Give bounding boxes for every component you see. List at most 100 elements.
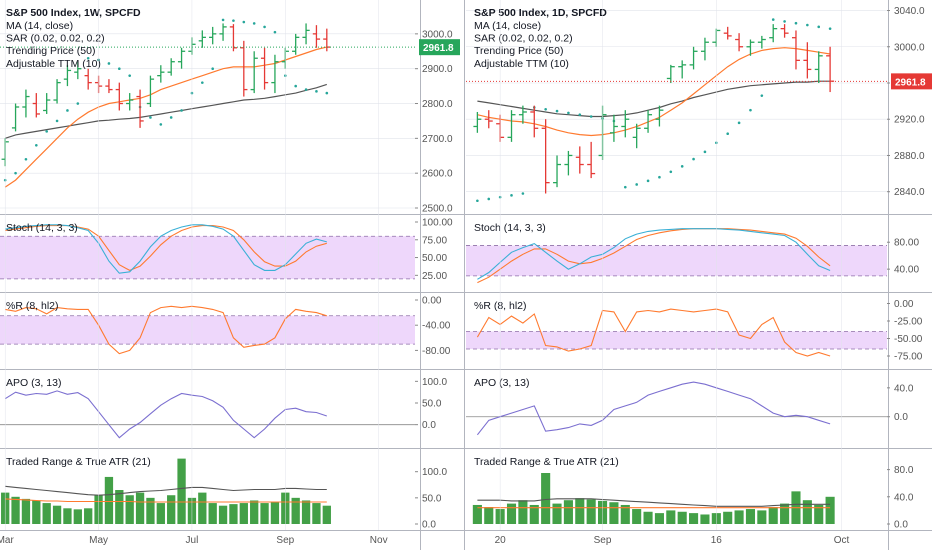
range-bar: [156, 503, 165, 524]
range-bar: [814, 504, 824, 524]
sar-dot: [252, 22, 256, 25]
range-bar: [115, 490, 124, 524]
sar-dot: [555, 109, 559, 113]
sar-dot: [76, 102, 80, 105]
range-bar: [125, 495, 134, 524]
sar-dot: [828, 27, 832, 30]
indicator-legend-item: MA (14, close): [6, 20, 73, 32]
weekly-chart: 3000.0 2900.0 2800.0 2700.0 2600.0 2500.0 2961…: [0, 0, 460, 546]
sar-dot: [211, 67, 214, 70]
last-price-badge-text: 2961.8: [423, 43, 454, 54]
sar-dot: [35, 144, 38, 147]
sar-dot: [680, 165, 684, 168]
last-price-badge: [891, 73, 932, 90]
sar-dot: [646, 179, 650, 183]
indicator-legend-item: SAR (0.02, 0.02, 0.2): [6, 33, 105, 45]
range-bar: [32, 500, 41, 524]
indicator-legend-item: MA (14, close): [474, 20, 541, 32]
wr-axis-tick-label: 0.00: [422, 296, 442, 307]
last-price-badge-text: 2961.8: [895, 77, 926, 88]
range-bar: [563, 500, 573, 524]
x-axis-label: Sep: [594, 535, 612, 546]
ma-line: [477, 47, 831, 137]
sar-dot: [635, 183, 638, 186]
x-axis-label: Nov: [370, 535, 388, 546]
price-axis-tick-label: 2840.0: [894, 187, 925, 198]
sar-dot: [294, 84, 297, 88]
sar-dot: [692, 157, 695, 161]
x-axis-label: Mar: [0, 535, 14, 546]
range-bar: [21, 498, 31, 524]
stoch-d-line: [5, 225, 327, 272]
sar-dot: [159, 123, 163, 126]
atr-axis-tick-label: 0.0: [894, 520, 908, 531]
range-bar: [135, 492, 145, 524]
range-bar: [768, 507, 778, 524]
range-bar: [52, 505, 62, 524]
price-axis-tick-label: 2880.0: [894, 151, 925, 162]
sar-dot: [304, 88, 308, 91]
sar-dot: [221, 18, 225, 22]
stoch-k-line: [477, 228, 831, 280]
range-bar: [312, 503, 321, 524]
x-axis-label: 20: [495, 535, 507, 546]
sar-dot: [737, 121, 741, 125]
stoch-axis-tick-label: 40.00: [894, 265, 919, 276]
sar-dot: [14, 171, 17, 175]
wr-axis-tick-label: -25.00: [894, 317, 923, 328]
atr-axis-tick-label: 80.0: [894, 465, 914, 476]
range-bar: [552, 503, 562, 524]
range-bar: [229, 504, 238, 524]
sar-dot: [806, 23, 809, 27]
sar-dot: [149, 116, 152, 119]
price-axis-tick-label: 2600.0: [422, 169, 453, 180]
stoch-band: [466, 245, 887, 276]
sar-dot: [107, 62, 111, 65]
x-axis-label: Sep: [276, 535, 294, 546]
indicator-legend-item: Adjustable TTM (10): [6, 58, 101, 70]
last-price-badge: [419, 39, 460, 56]
range-bar: [745, 509, 756, 524]
sar-dot: [521, 192, 525, 195]
range-bar: [586, 499, 596, 524]
stoch-axis-tick-label: 100.00: [422, 218, 453, 229]
price-axis-tick-label: 2900.0: [422, 64, 453, 75]
range-bar: [218, 505, 228, 524]
range-bar: [291, 497, 300, 524]
daily-chart: 3040.03000.02960.02920.02880.02840.02961…: [466, 0, 932, 546]
sar-dot: [242, 20, 246, 24]
stoch-axis-tick-label: 75.00: [422, 235, 447, 246]
wr-band: [466, 331, 887, 349]
apo-axis-tick-label: 50.0: [422, 399, 442, 410]
price-axis-tick-label: 2800.0: [422, 99, 453, 110]
price-axis-tick-label: 2500.0: [422, 204, 453, 215]
range-bar: [677, 511, 687, 524]
sar-dot: [180, 109, 183, 112]
atr-line: [477, 498, 831, 507]
range-bar: [472, 504, 482, 524]
atr-axis-tick-label: 100.0: [422, 467, 447, 478]
range-bar: [723, 511, 733, 524]
wr-axis-tick-label: -75.00: [894, 352, 923, 363]
range-bar: [270, 502, 280, 524]
range-bar: [250, 500, 259, 524]
sar-dot: [589, 115, 593, 118]
apo-line: [476, 381, 831, 436]
atr-label: Traded Range & True ATR (21): [6, 456, 151, 468]
sar-dot: [325, 91, 329, 95]
range-bar: [654, 513, 664, 524]
indicator-legend-item: Adjustable TTM (10): [474, 58, 569, 70]
sar-dot: [232, 19, 235, 22]
range-bar: [146, 497, 155, 524]
wr-band: [0, 315, 415, 345]
range-bar: [609, 502, 619, 524]
sar-dot: [86, 56, 90, 60]
range-bar: [239, 503, 248, 524]
sar-dot: [783, 20, 786, 23]
sar-dot: [771, 18, 775, 21]
indicator-legend-item: Trending Price (50): [6, 45, 95, 57]
range-bar: [63, 508, 72, 524]
sar-dot: [201, 81, 204, 84]
range-bar: [506, 503, 517, 524]
wr-axis-tick-label: -40.00: [422, 321, 451, 332]
